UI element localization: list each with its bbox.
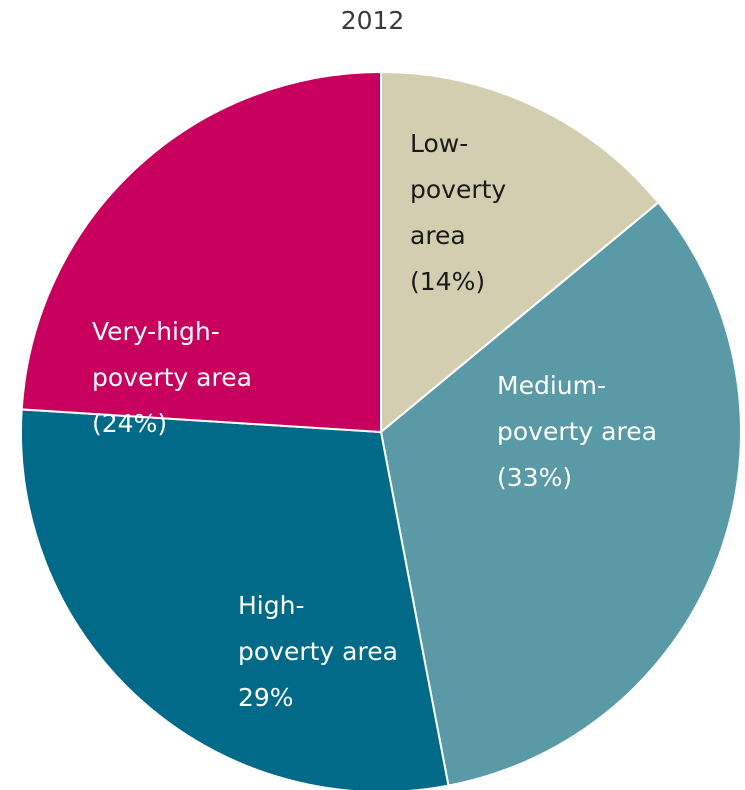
- slice-label-line: High-: [238, 591, 304, 620]
- slice-label-line: Medium-: [497, 371, 606, 400]
- slice-label-line: poverty: [410, 175, 506, 204]
- slice-label-line: Very-high-: [92, 317, 220, 346]
- slice-label-line: poverty area: [497, 417, 657, 446]
- slice-label-line: (24%): [92, 409, 167, 438]
- pie-slice-very-high-poverty-area: [20, 70, 382, 434]
- pie-labels: Low-poverty area (14%) Medium-poverty area (…: [92, 129, 657, 712]
- slice-label-line: poverty area: [238, 637, 398, 666]
- pie-slice-medium-poverty-area: [379, 201, 742, 787]
- slice-label-line: 29%: [238, 683, 294, 712]
- slice-label-medium-poverty-area: Medium-poverty area (33%): [497, 371, 657, 492]
- slice-label-line: (33%): [497, 463, 572, 492]
- slice-label-line: Low-: [410, 129, 468, 158]
- slice-label-high-poverty-area: High-poverty area 29%: [238, 591, 398, 712]
- slice-label-line: poverty area: [92, 363, 252, 392]
- chart-title: 2012: [340, 6, 405, 35]
- slice-label-line: (14%): [410, 267, 485, 296]
- slice-label-line: area: [410, 221, 466, 250]
- pie-slices: [20, 70, 742, 790]
- pie-slice-low-poverty-area: [380, 70, 660, 435]
- pie-slice-high-poverty-area: [20, 408, 450, 790]
- slice-label-very-high-poverty-area: Very-high-poverty area (24%): [92, 317, 252, 438]
- slice-label-low-poverty-area: Low-poverty area (14%): [410, 129, 506, 296]
